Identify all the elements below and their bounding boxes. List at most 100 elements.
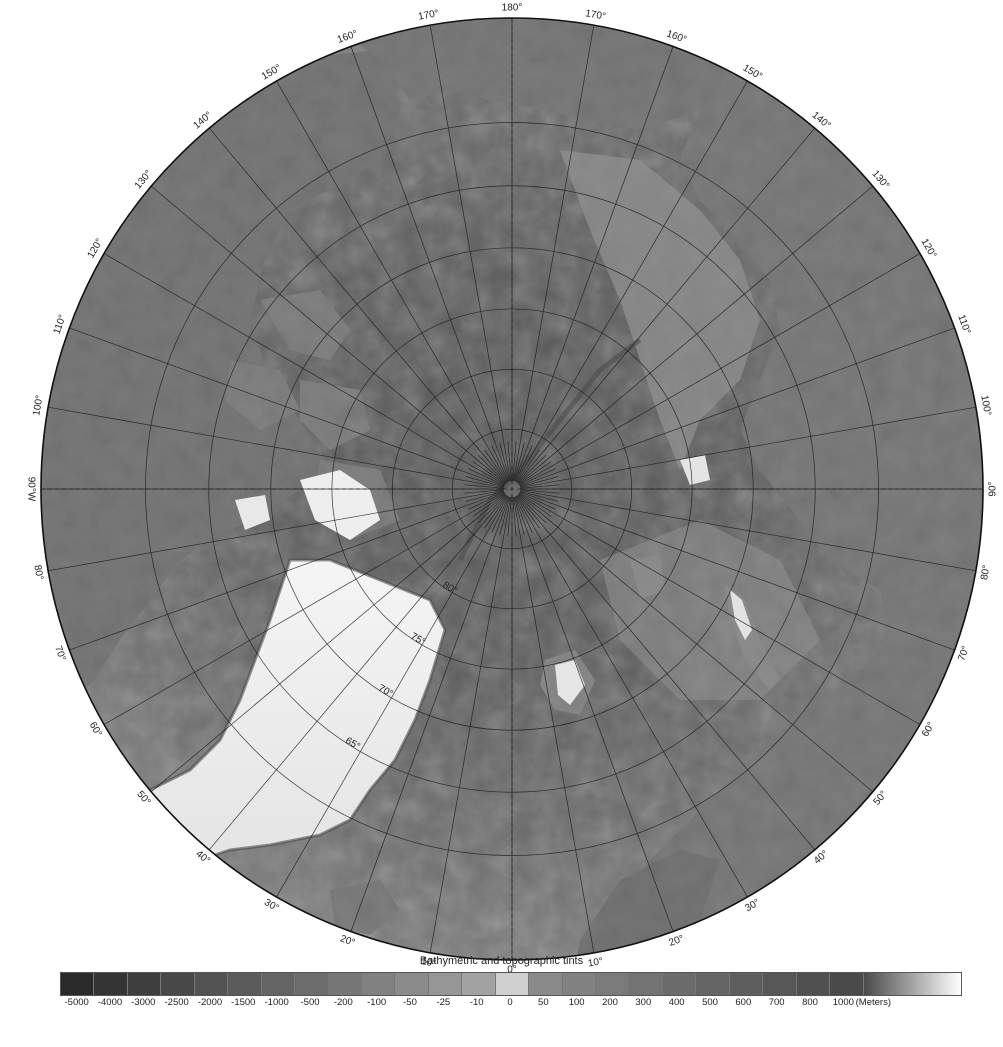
polar-meridian-line (519, 464, 554, 486)
polar-meridian-line (495, 443, 510, 482)
polar-meridian-line (519, 491, 558, 506)
polar-meridian-line (465, 476, 505, 488)
legend-swatch (830, 973, 864, 995)
polar-meridian-line (517, 454, 547, 484)
barents-shelf-sea (600, 520, 820, 700)
polar-meridian-line (520, 489, 560, 494)
legend-tick-label: 700 (768, 997, 785, 1008)
meridian-line (208, 127, 482, 453)
severnaya-zemlya-ice (680, 455, 710, 485)
legend-swatch (729, 973, 764, 995)
lomonosov-ridge (457, 338, 642, 562)
polar-meridian-line (491, 496, 509, 533)
legend-swatch (763, 973, 797, 995)
meridian-line (542, 127, 816, 453)
polar-meridian-line (466, 491, 505, 506)
longitude-label: 50° (872, 789, 890, 808)
devon-ice-cap (235, 495, 270, 530)
legend-swatch (161, 973, 195, 995)
polar-meridian-line (517, 495, 543, 526)
polar-meridian-line (519, 492, 554, 514)
polar-meridian-line (514, 496, 529, 535)
longitude-label: 180° (502, 3, 523, 14)
polar-meridian-line (517, 452, 543, 483)
polar-meridian-line (468, 468, 505, 486)
polar-meridian-line (487, 447, 509, 482)
legend-tick-label: -2500 (164, 997, 189, 1008)
polar-meridian-line (513, 497, 521, 537)
polar-meridian-line (481, 495, 507, 526)
meridian-line (150, 519, 476, 793)
meridian-line (542, 525, 816, 851)
longitude-label: 80° (31, 564, 44, 581)
longitude-label: 40° (812, 849, 831, 867)
legend-tick-label: -4000 (97, 997, 123, 1008)
legend-tick-label: 0 (507, 997, 513, 1008)
polar-meridian-line (464, 489, 504, 494)
longitude-label: 110° (955, 313, 972, 336)
polar-meridian-line (477, 494, 507, 524)
polar-meridian-line (487, 496, 509, 531)
meridian-line (558, 406, 976, 482)
polar-meridian-line (472, 461, 506, 485)
meridian-line (528, 533, 674, 932)
meridian-line (556, 505, 955, 651)
polar-meridian-line (503, 497, 511, 537)
polar-meridian-line (470, 464, 505, 486)
legend-unit-label: (Meters) (855, 997, 892, 1008)
polar-meridian-line (464, 484, 504, 489)
meridian-line (103, 253, 471, 466)
legend-swatch (529, 973, 563, 995)
polar-meridian-line (515, 447, 537, 482)
meridian-line (548, 185, 874, 459)
polar-meridian-line (507, 497, 512, 537)
legend-tick-label: 100 (568, 997, 585, 1008)
siberian-shelf-sea (560, 150, 760, 470)
longitude-label: 160° (336, 28, 359, 45)
longitude-label: 100° (31, 394, 45, 416)
meridian-line (48, 496, 466, 572)
polar-meridian-line (516, 495, 540, 529)
longitude-label: 90°W (25, 477, 36, 502)
polar-meridian-line (484, 449, 508, 483)
longitude-label: 170° (584, 8, 606, 22)
longitude-label: 20° (338, 933, 356, 949)
meridian-line (69, 327, 468, 473)
legend-swatch (596, 973, 630, 995)
legend-tick-label: -25 (436, 997, 451, 1008)
meridian-line (48, 406, 466, 482)
meridian-line (556, 327, 955, 473)
polar-meridian-line (519, 472, 558, 487)
meridian-line (103, 512, 471, 725)
polar-meridian-line (513, 441, 521, 481)
polar-meridian-line (503, 441, 511, 481)
meridian-line (350, 533, 496, 932)
longitude-label: 80° (979, 564, 992, 581)
legend-swatch (328, 973, 362, 995)
polar-meridian-line (516, 449, 540, 483)
polar-meridian-line (519, 492, 556, 510)
longitude-label: 100° (978, 394, 992, 416)
map-disc (41, 18, 983, 960)
meridian-line (69, 505, 468, 651)
polar-meridian-line (468, 492, 505, 510)
legend-swatch (395, 973, 429, 995)
legend-swatch (228, 973, 262, 995)
polar-meridian-line (512, 497, 517, 537)
iceland-landmass (330, 880, 400, 935)
legend-tick-label: -200 (333, 997, 353, 1008)
legend-tick-label: -500 (300, 997, 320, 1008)
legend-swatch (428, 973, 463, 995)
meridian-line (350, 46, 496, 445)
polar-meridian-line (513, 496, 525, 536)
meridian-line (528, 46, 674, 445)
polar-meridian-line (464, 480, 504, 488)
polar-meridian-line (481, 452, 507, 483)
greenland-ice-sheet (118, 560, 445, 865)
novaya-zemlya-ice (730, 590, 752, 640)
legend-swatch (562, 973, 596, 995)
polar-meridian-line (520, 480, 560, 488)
polar-meridian-line (518, 493, 552, 517)
legend-swatch (629, 973, 663, 995)
